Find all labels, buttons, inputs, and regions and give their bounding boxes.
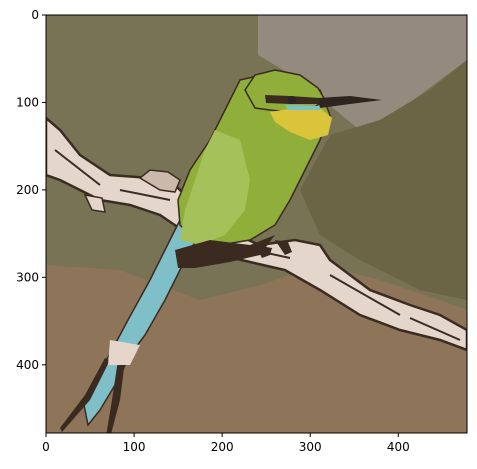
x-tick-label: 400	[387, 440, 410, 454]
background-brown	[46, 265, 467, 433]
branch-knot	[138, 169, 181, 193]
bird-eye-stripe-blue	[285, 105, 320, 110]
bird-tail-streamer	[60, 358, 110, 432]
y-tick-label: 0	[31, 8, 39, 22]
y-axis: 0 100 200 300 400	[16, 8, 46, 372]
x-tick-label: 0	[42, 440, 50, 454]
bird-throat	[270, 108, 332, 140]
bird-wing-shadow	[175, 235, 275, 268]
x-tick-label: 100	[123, 440, 146, 454]
image-area	[45, 14, 468, 434]
bird-tail-streamer	[106, 360, 125, 433]
bird-tail-tip	[108, 340, 140, 365]
bird-eye	[288, 96, 296, 104]
y-tick-label: 200	[16, 183, 39, 197]
bird-beak	[318, 96, 382, 108]
branch-stub	[83, 194, 106, 213]
background-grey-patch	[258, 15, 467, 130]
y-tick-label: 400	[16, 358, 39, 372]
y-tick-label: 300	[16, 270, 39, 284]
x-tick-label: 300	[299, 440, 322, 454]
background-dark-olive	[300, 60, 467, 300]
image-frame	[45, 14, 468, 434]
bird-feet	[255, 240, 292, 258]
y-tick-label: 100	[16, 95, 39, 109]
bird-wing	[180, 130, 250, 245]
x-axis: 0 100 200 300 400	[42, 433, 410, 454]
x-tick-label: 200	[211, 440, 234, 454]
